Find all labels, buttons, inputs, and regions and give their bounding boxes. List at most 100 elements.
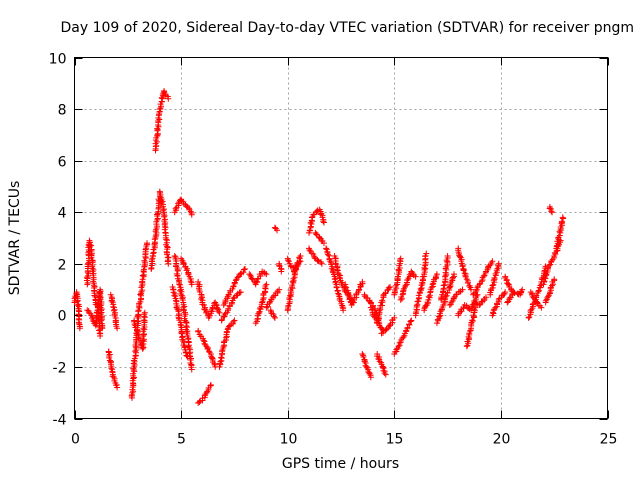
data-point xyxy=(537,282,544,289)
data-track xyxy=(271,224,281,234)
data-point xyxy=(108,365,115,372)
data-point xyxy=(333,266,340,273)
data-track xyxy=(374,351,389,378)
data-point xyxy=(314,257,321,264)
y-tick-label: 8 xyxy=(58,103,67,119)
data-point xyxy=(549,209,556,216)
data-point xyxy=(226,322,233,329)
data-point xyxy=(176,281,183,288)
data-point xyxy=(440,282,447,289)
y-tick-label: 10 xyxy=(49,52,67,68)
data-point xyxy=(476,281,483,288)
data-track xyxy=(171,196,195,218)
data-point xyxy=(383,326,390,333)
data-point xyxy=(88,312,95,319)
data-point xyxy=(457,309,464,316)
data-track xyxy=(218,289,244,324)
data-point xyxy=(449,274,456,281)
data-point xyxy=(472,289,479,296)
data-point xyxy=(218,354,225,361)
data-point xyxy=(217,358,224,365)
data-point xyxy=(492,304,499,311)
data-point xyxy=(376,307,383,314)
x-tick-label: 15 xyxy=(386,432,404,448)
data-point xyxy=(165,254,172,261)
data-point xyxy=(287,292,294,299)
axis-ticks: -4 -2 0 2 4 6 8 10 0 5 10 15 20 25 xyxy=(49,52,618,448)
data-point xyxy=(88,254,95,261)
data-track xyxy=(446,286,466,309)
data-point xyxy=(297,258,304,265)
y-tick-label: -2 xyxy=(53,361,67,377)
data-track xyxy=(412,250,430,319)
data-point xyxy=(232,277,239,284)
data-point xyxy=(407,318,414,325)
data-point xyxy=(200,337,207,344)
data-track xyxy=(263,286,283,311)
data-point xyxy=(156,106,163,113)
data-point xyxy=(196,399,203,406)
data-point xyxy=(188,281,195,288)
data-point xyxy=(480,273,487,280)
data-point xyxy=(378,302,385,309)
data-point xyxy=(87,243,94,250)
data-track xyxy=(391,255,404,298)
data-track xyxy=(267,307,278,321)
data-track xyxy=(220,265,249,309)
data-track xyxy=(194,278,223,321)
data-point xyxy=(139,272,146,279)
data-point xyxy=(396,257,403,264)
data-point xyxy=(506,295,513,302)
data-point xyxy=(198,295,204,302)
data-point xyxy=(379,297,386,304)
data-track xyxy=(359,351,374,381)
data-point xyxy=(428,284,435,291)
data-point xyxy=(482,294,489,301)
data-point xyxy=(495,296,502,303)
data-point xyxy=(367,374,374,381)
data-track xyxy=(472,294,489,309)
data-point xyxy=(165,260,172,267)
data-point xyxy=(263,304,270,311)
y-tick-label: 4 xyxy=(58,206,67,222)
data-point xyxy=(230,318,237,325)
data-point xyxy=(173,263,180,270)
data-point xyxy=(529,293,536,300)
data-point xyxy=(526,314,533,321)
data-point xyxy=(98,317,105,324)
data-point xyxy=(443,292,450,299)
data-point xyxy=(442,293,449,300)
data-point xyxy=(492,270,499,277)
data-point xyxy=(99,325,106,332)
data-point xyxy=(177,287,184,294)
data-point xyxy=(237,289,244,296)
data-point xyxy=(423,250,430,257)
data-track xyxy=(470,258,496,298)
data-track xyxy=(148,188,172,272)
data-point xyxy=(171,253,178,260)
data-point xyxy=(240,269,247,276)
data-point xyxy=(525,314,532,321)
grid-lines xyxy=(74,57,608,419)
data-point xyxy=(450,295,457,302)
data-track xyxy=(553,214,567,252)
data-track xyxy=(397,268,419,303)
data-track xyxy=(216,317,238,370)
data-point xyxy=(382,371,389,378)
data-point xyxy=(76,325,83,332)
data-track xyxy=(105,348,121,391)
data-point xyxy=(181,303,188,310)
data-track xyxy=(246,268,270,288)
data-point xyxy=(254,279,261,286)
data-point xyxy=(221,300,228,307)
data-point xyxy=(527,289,534,296)
data-point xyxy=(429,281,436,288)
data-track xyxy=(169,283,191,360)
data-point xyxy=(418,282,425,289)
data-point xyxy=(188,211,195,218)
data-point xyxy=(154,211,161,218)
y-tick-label: 0 xyxy=(58,309,67,325)
data-track xyxy=(342,278,366,309)
data-track xyxy=(421,271,440,314)
data-point xyxy=(325,252,332,259)
